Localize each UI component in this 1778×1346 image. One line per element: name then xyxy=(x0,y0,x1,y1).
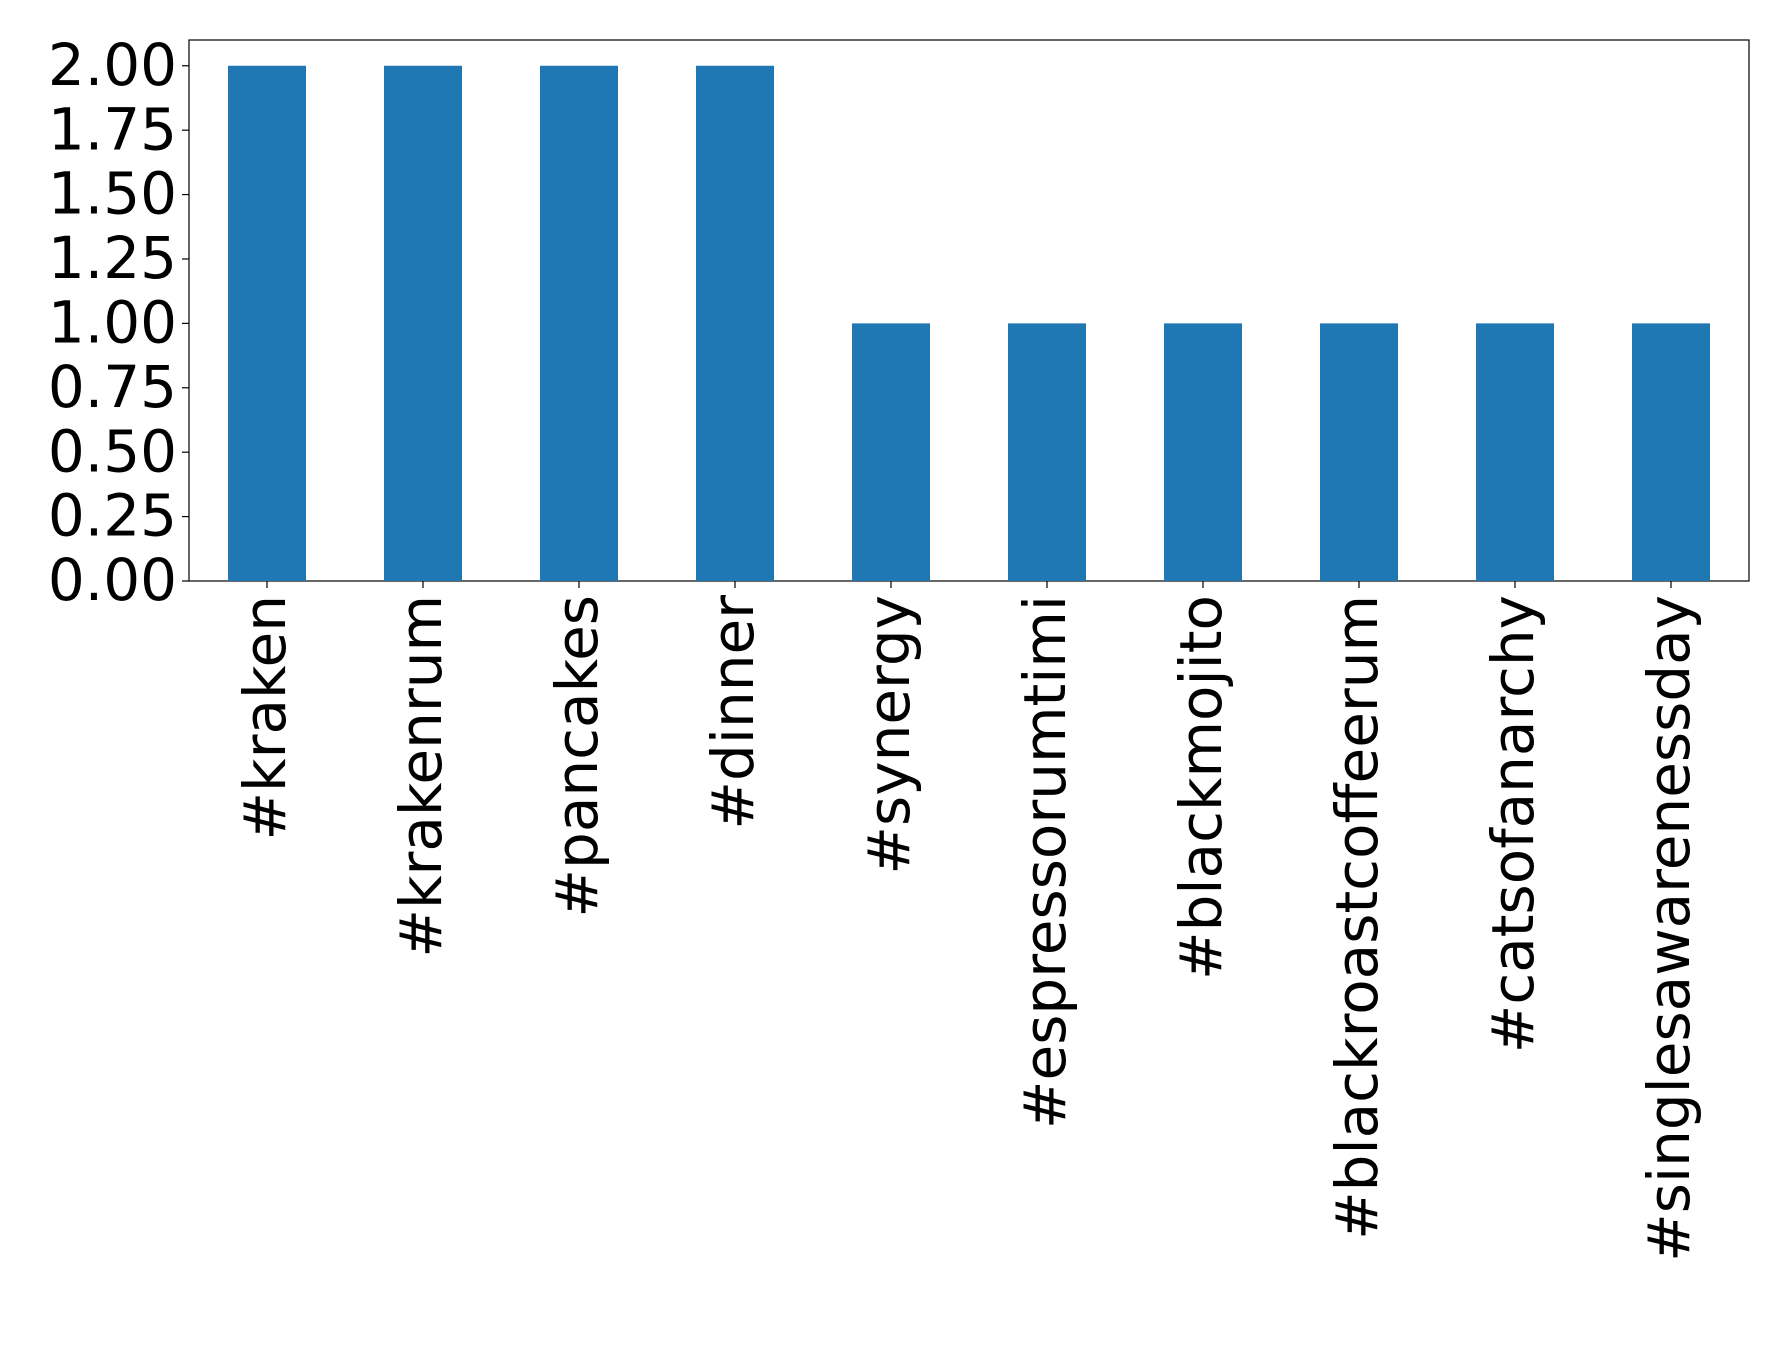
bar xyxy=(1632,323,1710,581)
x-tick-label: #espressorumtimi xyxy=(1011,595,1079,1129)
y-tick-label: 0.00 xyxy=(48,546,177,614)
bar xyxy=(852,323,930,581)
x-tick-label: #pancakes xyxy=(543,595,611,918)
y-tick-label: 1.50 xyxy=(48,160,177,228)
bar xyxy=(696,65,774,581)
x-tick-label: #singlesawarenessday xyxy=(1635,595,1703,1262)
x-tick-label: #blackroastcoffeerum xyxy=(1323,595,1391,1240)
bar xyxy=(540,65,618,581)
x-tick-label: #kraken xyxy=(231,595,299,841)
y-tick-label: 1.25 xyxy=(48,224,177,292)
x-tick-label: #dinner xyxy=(699,595,767,830)
y-tick-label: 0.25 xyxy=(48,482,177,550)
x-tick-label: #catsofanarchy xyxy=(1479,595,1547,1053)
y-tick-label: 0.75 xyxy=(48,353,177,421)
bar xyxy=(228,65,306,581)
y-tick-label: 1.00 xyxy=(48,288,177,356)
x-tick-label: #krakenrum xyxy=(387,595,455,958)
x-tick-label: #blackmojito xyxy=(1167,595,1235,980)
y-tick-label: 0.50 xyxy=(48,417,177,485)
bar xyxy=(384,65,462,581)
bar xyxy=(1320,323,1398,581)
y-tick-label: 2.00 xyxy=(48,31,177,99)
x-tick-label: #synergy xyxy=(855,595,923,875)
bar xyxy=(1008,323,1086,581)
bar xyxy=(1476,323,1554,581)
y-tick-label: 1.75 xyxy=(48,95,177,163)
bar xyxy=(1164,323,1242,581)
plot-frame xyxy=(188,39,1750,582)
